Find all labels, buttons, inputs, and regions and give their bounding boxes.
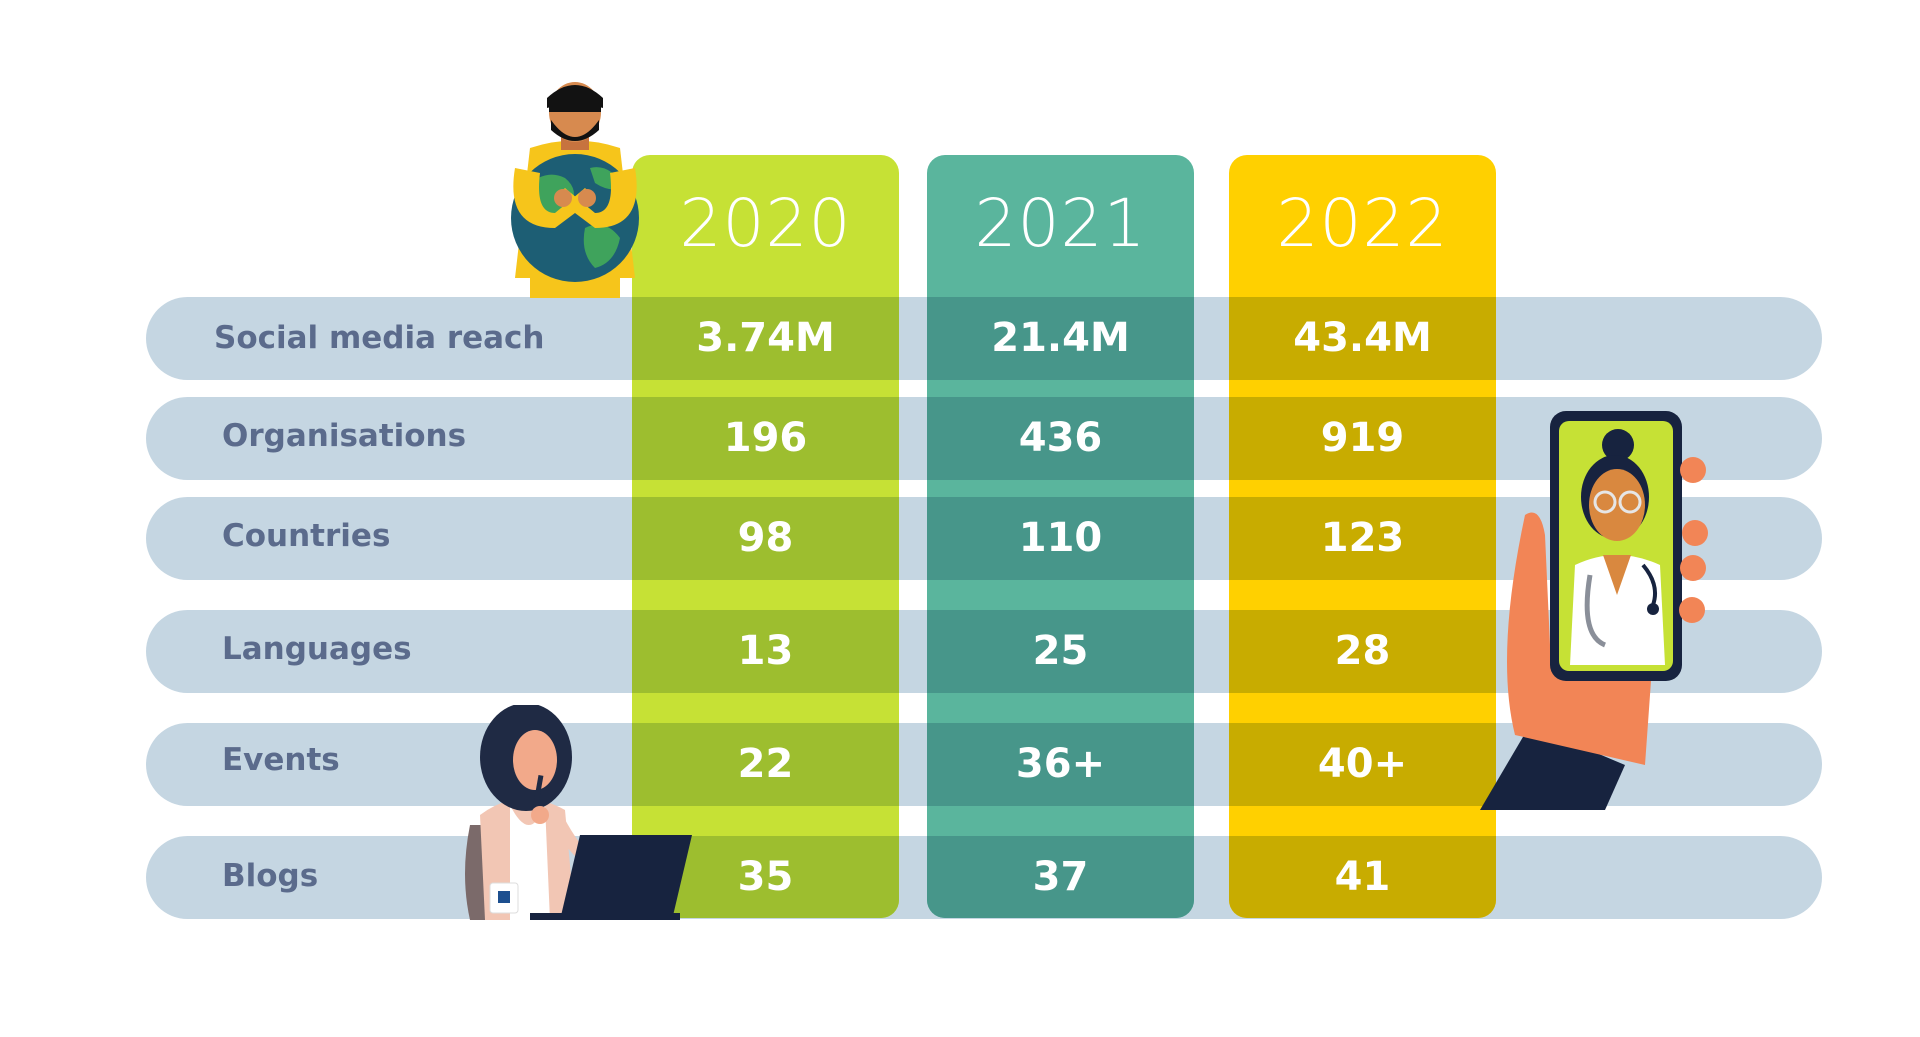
value-cell: 196 [632, 397, 899, 480]
value-cell: 123 [1229, 497, 1496, 580]
value-cell: 110 [927, 497, 1194, 580]
row-label: Organisations [222, 418, 467, 454]
value-cell: 919 [1229, 397, 1496, 480]
year-column-2020: 2020 3.74M 196 98 13 22 35 [632, 155, 899, 918]
value-cell: 22 [632, 723, 899, 806]
year-heading: 2022 [1276, 185, 1449, 262]
value-cell: 436 [927, 397, 1194, 480]
value-cell: 28 [1229, 610, 1496, 693]
man-hugging-globe-icon [511, 82, 639, 298]
row-label: Countries [222, 518, 391, 554]
row-label: Blogs [222, 858, 319, 894]
woman-with-laptop-icon [465, 705, 692, 920]
value-cell: 3.74M [632, 297, 899, 380]
value-cell: 43.4M [1229, 297, 1496, 380]
year-heading: 2020 [679, 185, 852, 262]
row-label: Events [222, 742, 340, 778]
year-heading: 2021 [974, 185, 1147, 262]
value-cell: 40+ [1229, 723, 1496, 806]
value-cell: 13 [632, 610, 899, 693]
value-cell: 25 [927, 610, 1194, 693]
row-label: Languages [222, 631, 412, 667]
value-cell: 21.4M [927, 297, 1194, 380]
year-column-2022: 2022 43.4M 919 123 28 40+ 41 [1229, 155, 1496, 918]
hand-holding-phone-doctor-icon [1480, 411, 1708, 810]
row-label: Social media reach [214, 320, 545, 356]
value-cell: 37 [927, 836, 1194, 918]
value-cell: 41 [1229, 836, 1496, 918]
value-cell: 36+ [927, 723, 1194, 806]
value-cell: 98 [632, 497, 899, 580]
year-column-2021: 2021 21.4M 436 110 25 36+ 37 [927, 155, 1194, 918]
